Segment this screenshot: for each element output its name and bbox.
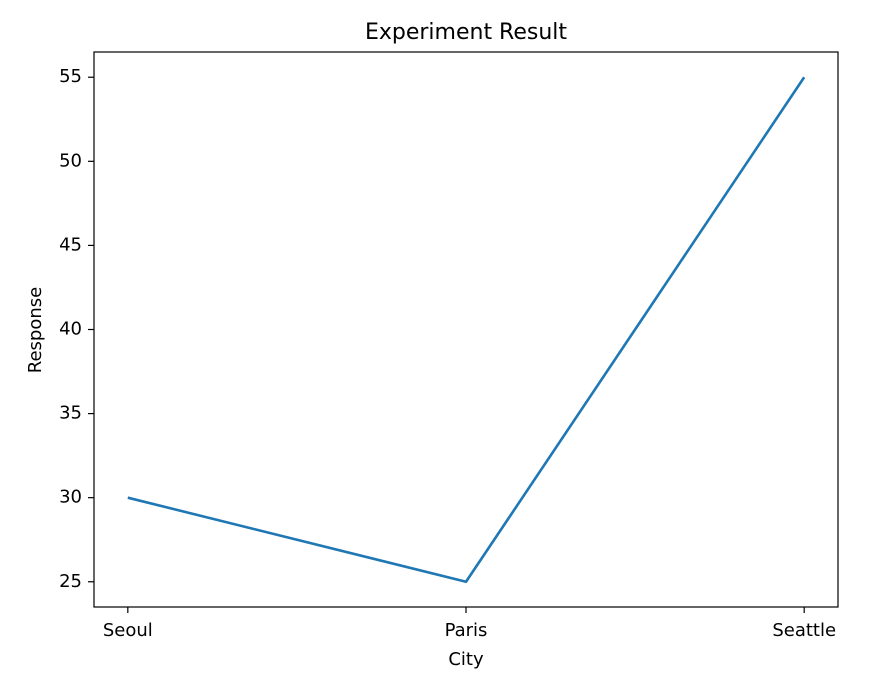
y-tick-label: 30 (59, 487, 82, 508)
chart-title: Experiment Result (365, 20, 567, 45)
y-tick-label: 25 (59, 571, 82, 592)
line (127, 76, 806, 584)
x-tick-label: Seoul (103, 620, 153, 641)
plot-frame (93, 51, 839, 608)
x-axis-label: City (448, 649, 484, 670)
x-tick-label: Paris (445, 620, 488, 641)
y-tick-label: 50 (59, 150, 82, 171)
y-tick-label: 35 (59, 403, 82, 424)
y-tick-label: 45 (59, 234, 82, 255)
y-tick-label: 55 (59, 66, 82, 87)
y-axis-label: Response (25, 287, 46, 373)
x-tick-label: Seattle (772, 620, 836, 641)
y-tick-label: 40 (59, 319, 82, 340)
